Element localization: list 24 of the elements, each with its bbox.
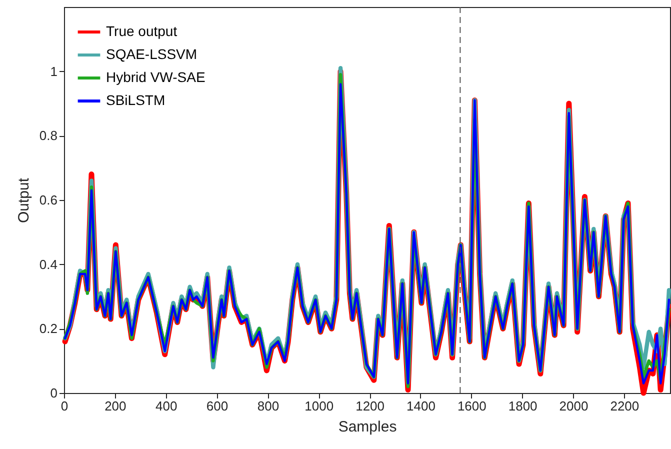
x-tick-label: 0 — [60, 398, 68, 414]
y-tick-label: 0.2 — [39, 321, 58, 336]
x-tick-label: 1200 — [356, 398, 385, 414]
x-tick-label: 200 — [104, 398, 126, 414]
x-tick-label: 1400 — [406, 398, 436, 414]
y-tick-label: 1 — [50, 64, 58, 79]
y-tick-label: 0 — [50, 386, 58, 400]
legend-label: SQAE-LSSVM — [106, 46, 198, 62]
y-tick-label: 0.8 — [39, 128, 58, 144]
y-tick-label: 0.4 — [39, 256, 58, 272]
y-axis-title: Output — [15, 177, 32, 224]
x-axis-title: Samples — [338, 418, 397, 436]
legend-label: SBiLSTM — [106, 92, 166, 108]
x-tick-label: 1800 — [508, 398, 538, 414]
x-tick-label: 1000 — [304, 398, 334, 414]
legend-label: True output — [106, 23, 178, 39]
x-tick-label: 400 — [155, 398, 178, 414]
y-tick-label: 0.6 — [39, 192, 58, 208]
x-tick-label: 2000 — [559, 398, 588, 414]
x-tick-label: 600 — [206, 398, 228, 414]
x-tick-label: 2200 — [610, 398, 640, 414]
x-tick-label: 1600 — [457, 398, 486, 414]
legend-label: Hybrid VW-SAE — [106, 69, 206, 85]
x-tick-label: 800 — [257, 398, 280, 414]
